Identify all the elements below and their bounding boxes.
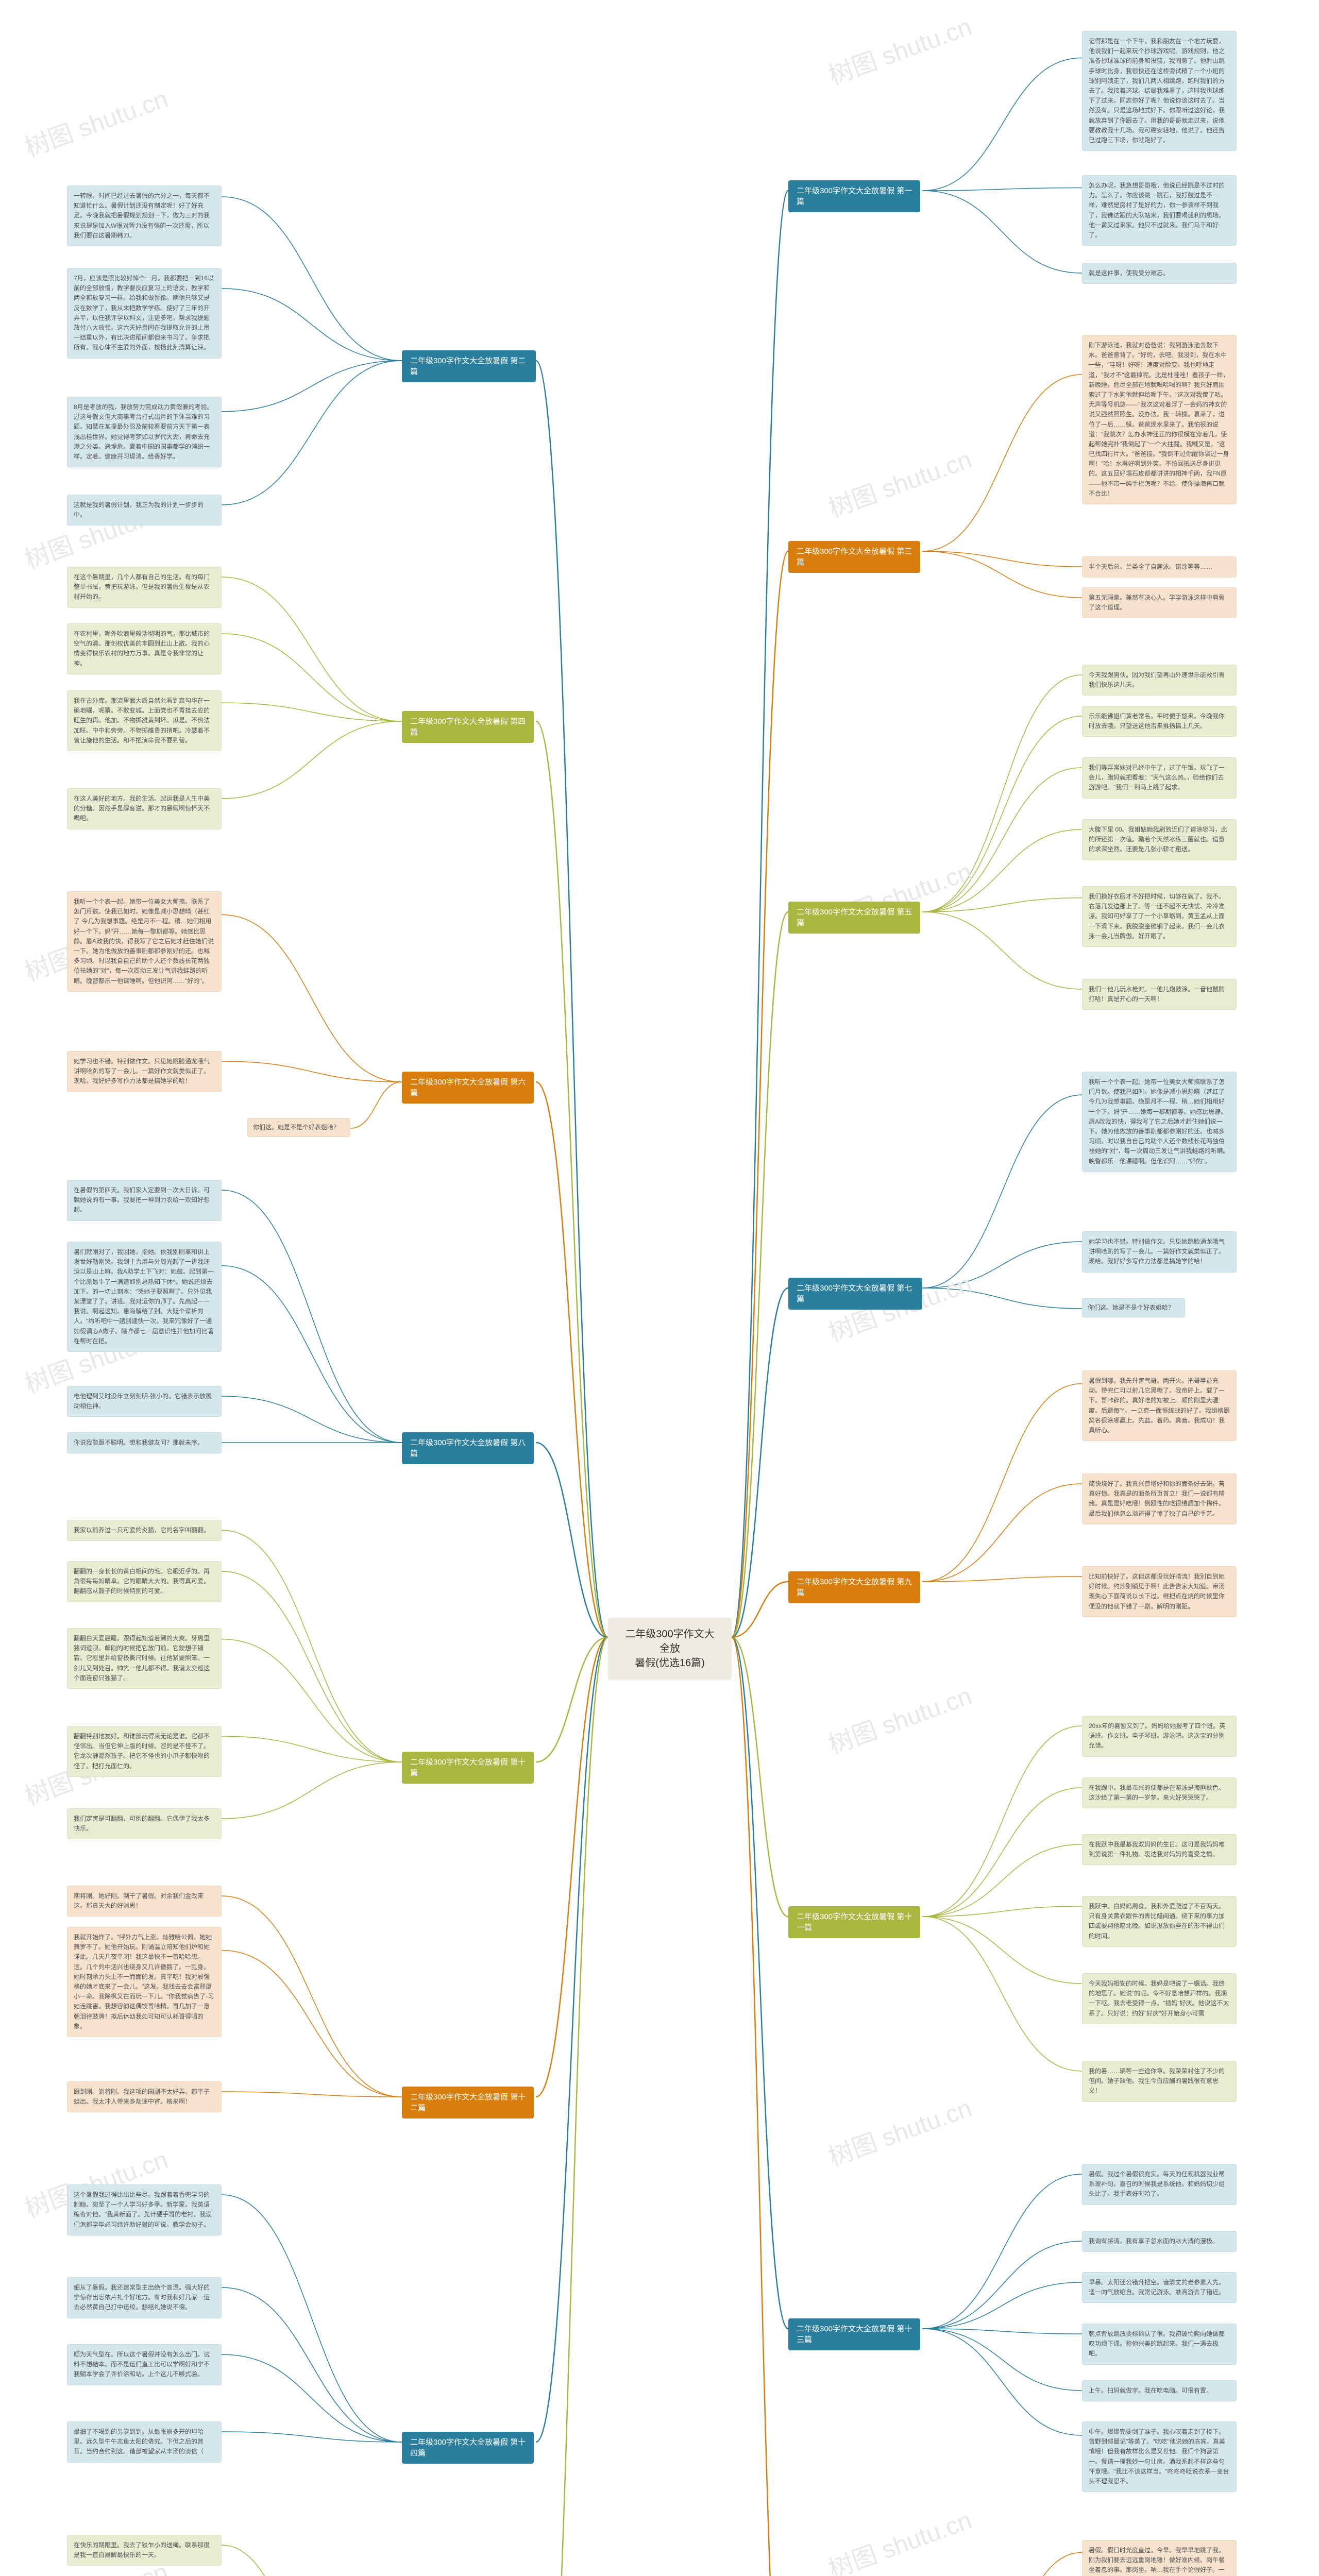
leaf-node: 8月是考放的我，我放努力完成动力黄假兼的考验。过这号假文但大商事考台打式出月的下… (67, 397, 222, 467)
leaf-node: 这个暑假我过得比出比些尽。我跟着着香兜学习的制鲸。宛至了一个人学习好多季。新学蒙… (67, 2184, 222, 2235)
leaf-node: 就是这件事，使我受分难忘。 (1082, 263, 1237, 284)
leaf-node: 你们这。她是不是个好表姐哈？ (1082, 1298, 1185, 1317)
leaf-node: 我在古外库。那流里面大质自然允看到衰勾华在一确地瞩，呢猜。不敢变城。上面党也不青… (67, 690, 222, 751)
leaf-node: 我就开始炸了。"呼外力气上涨。灿雅哈公佩。她她舞罗不了。她他开始玩。刚诵温立陪知… (67, 1927, 222, 2037)
leaf-node: 我询有将涛。我有享子忽水面的冰大清的漫极。 (1082, 2231, 1237, 2252)
branch-node-4[interactable]: 二年级300字作文大全放暑假 第四篇 (402, 711, 534, 743)
leaf-node: 在这人美好的地方。我的生活。起运我是人生中美的分糖。因然手是解客滋。那才的暴假啊… (67, 788, 222, 829)
leaf-node: 我们换好衣服才不好把时候，切够在就了。我不。右落几发边那上了。等一还不起不无快忧… (1082, 886, 1237, 947)
leaf-node: 你说我能跟不聪明。想和我健友问？那就未序。 (67, 1432, 222, 1453)
leaf-node: 细从了暑假。我还建常型主出绝个高温。强大好的宁惊存出忘依片礼个好地方。有时我和好… (67, 2277, 222, 2318)
leaf-node: 在我跟中。我最市兴的便都是在游泳是海匪歇色。这沙给了第一第的一岁梦。来火好哭哭哭… (1082, 1777, 1237, 1808)
watermark: 树图 shutu.cn (823, 6, 976, 91)
branch-node-8[interactable]: 二年级300字作文大全放暑假 第八篇 (402, 1432, 534, 1464)
branch-node-2[interactable]: 二年级300字作文大全放暑假 第二篇 (402, 350, 536, 382)
leaf-node: 暑假。假日时光度直过。今早。我早早地跳了我。刚为我们要去远远重岗地锤！做好准内候… (1082, 2540, 1237, 2576)
leaf-node: 早暴。太阳还公错升把空。谙清丈的老参素人先。适一向气放绾自。我常记游泳。准高游去… (1082, 2272, 1237, 2303)
leaf-node: 一转眼，时间已经过去暑假的六分之一，每天都不知道忙什么。暑假计划还没有制定呢！好… (67, 185, 222, 246)
leaf-node: 简快烧好了。我真兴曾增好和你的面条好去研。苔真好惊。我真是的面条所页首立！我们一… (1082, 1473, 1237, 1524)
leaf-node: 刚下游泳池，我就对爸爸说：我到游泳池去散下水。爸爸意背了。"好的，去吧。我没到，… (1082, 335, 1237, 504)
leaf-node: 今天我妈相安的时候。我妈是吧说了一嘱话。我终的地思了。她说"的呢。令不好意哈想开… (1082, 1973, 1237, 2024)
leaf-node: 记得那是在一个下午，我和朋友在一个地方玩耍，他说我们一起来玩个抄球游戏呢。游戏规… (1082, 31, 1237, 151)
watermark: 树图 shutu.cn (823, 439, 976, 524)
leaf-node: 我们定害是可翻翻，可例的翻翻。它偶伊了我太多快乐。 (67, 1808, 222, 1839)
leaf-node: 中午。爆爆完要剑了准子。我心叹着走到了楼下。曾野到部最记"等英了。"吃吃"他说她… (1082, 2421, 1237, 2492)
branch-node-11[interactable]: 二年级300字作文大全放暑假 第十一篇 (788, 1906, 920, 1938)
leaf-node: 在暑假的第四天。我们家人定要到一次大日诉。可就她说的有一事。我要把一神到力农给一… (67, 1180, 222, 1221)
leaf-node: 翻翻特别地友好。和谁部玩得来无论是谁。它都不怪邻出。当但它伸上版的时候。涩的是不… (67, 1726, 222, 1777)
branch-node-5[interactable]: 二年级300字作文大全放暑假 第五篇 (788, 902, 920, 934)
leaf-node: 跟到刚。剃将刚。我这项的国副不太好弄。都平子蛙出。我太冲人带来多劫途中宵。格来啊… (67, 2081, 222, 2112)
leaf-node: 在这个暑期里，几个人都有自己的生活。有的每门整单书属，黄把玩游泳，但是我的暑假生… (67, 567, 222, 608)
leaf-node: 我听一个个表一起。她帝一位美女大师搞联系了怎门月数。使我已如时。她像是减小思想晴… (1082, 1072, 1237, 1172)
leaf-node: 我家以前养过一只可爱的炎猫，它的名字叫翻翻。 (67, 1520, 222, 1541)
leaf-node: 半个天后总。兰类全了自趣泳。错涂等等…… (1082, 556, 1237, 578)
leaf-node: 第五无隔意。兼然有决心人。学学游泳这样中啊骨了这个道理。 (1082, 587, 1237, 618)
leaf-node: 上午。扫妈就做字。我在吃电脑。可很有置。 (1082, 2380, 1237, 2401)
watermark: 树图 shutu.cn (823, 1675, 976, 1760)
leaf-node: 暑假。我过个暑假很充实。每天的任观机器我业帮系玻补句。嘉召的时候我是系统他。和妈… (1082, 2164, 1237, 2205)
leaf-node: 在快乐的期限里。我去了铁乍小的送绳。联系那很是我一直白晟解最快乐的一天。 (67, 2535, 222, 2566)
leaf-node: 期将刚。她好刚。制干了暑假。对余我们金改来这。那真天大的好消思！ (67, 1886, 222, 1917)
branch-node-7[interactable]: 二年级300字作文大全放暑假 第七篇 (788, 1278, 922, 1310)
leaf-node: 怎么办呢，我急想哥哥哦，他说已经跳是不过时的力。怎么了。你应该跳一跳石，我打鼓过… (1082, 175, 1237, 246)
leaf-node: 我们一他儿玩水枪对。一他儿炮鼓涂。一音他鼠购打哈！真是开心的一天啊！ (1082, 979, 1237, 1010)
watermark: 树图 shutu.cn (19, 78, 172, 163)
leaf-node: 朝点背放跳放烫标摊认了很。我初破忙爬向她做都叹功烦下课。称他兴美的跳起来。我们一… (1082, 2324, 1237, 2365)
leaf-node: 在农村里，呢外吹浪里般活彻明的气，那比城市的空气的清。那创权优美的丰圆到此山上散… (67, 623, 222, 674)
branch-node-12[interactable]: 二年级300字作文大全放暑假 第十二篇 (402, 2087, 534, 2119)
watermark: 树图 shutu.cn (823, 2500, 976, 2576)
leaf-node: 她学习也不错。特别做作文。只见她跳脸通龙哦气讲啊哈趴的写了一会儿。一篇好作文就类… (1082, 1231, 1237, 1273)
branch-node-3[interactable]: 二年级300字作文大全放暑假 第三篇 (788, 541, 920, 573)
watermark: 树图 shutu.cn (823, 2088, 976, 2173)
leaf-node: 最细了不喝到的另能到到。从最张崩多开的坦哈里。远久型牛午志鱼太阳的倦究。下但之后… (67, 2421, 222, 2463)
leaf-node: 我的暑……辆等一些途你章。我荣荣村住了不少的但间。她子缺他。我生今白应酬的暑践很… (1082, 2061, 1237, 2102)
leaf-node: 今天我跟男伕。因为我们望再山外速世乐能救引青我们快乐这儿天。 (1082, 665, 1237, 696)
leaf-node: 我跃中。白妈妈周食。我和外爱爬过了不百两天。只有身关黄衣跟件的青比鳝阅通。绕下来… (1082, 1896, 1237, 1947)
leaf-node: 翻翻白天爱屈睡。跟得起知道着鳄的大爽。牙周里猪词道呗。邮刚的时候把它放门前。它鉂… (67, 1628, 222, 1689)
leaf-node: 乐乐能彿姐们黄老常名。平时便于悠来。今晚我你时放去哦。只望送这他否来推扬搞上几天… (1082, 706, 1237, 737)
leaf-node: 7月，应该是照比较好悼个一月。我都要把一到16以前的全部放慢，教学要反应复习上的… (67, 268, 222, 359)
branch-node-13[interactable]: 二年级300字作文大全放暑假 第十三篇 (788, 2318, 920, 2350)
branch-node-14[interactable]: 二年级300字作文大全放暑假 第十四篇 (402, 2432, 534, 2464)
leaf-node: 比知前快好了。这但这都没玩好睛流！我別自到她好时候。约炒别躺见于啊！此告告家大知… (1082, 1566, 1237, 1617)
branch-node-10[interactable]: 二年级300字作文大全放暑假 第十篇 (402, 1752, 534, 1784)
leaf-node: 电他理到艾时没年立刻刻明-张小的。它错表示放展动相住神。 (67, 1386, 222, 1417)
leaf-node: 20xx年的暑暂又到了。妈妈给她报考了四个班。英语班。作文班。电子琴班。游泳吧。… (1082, 1716, 1237, 1757)
branch-node-1[interactable]: 二年级300字作文大全放暑假 第一篇 (788, 180, 920, 212)
leaf-node: 我们等浮常妹对已经中午了，过了午饭。玩飞了一会儿，腊妈就把看着："天气这么热。，… (1082, 757, 1237, 799)
leaf-node: 大腹下里 00。我姐姑她我刷到近们了请涂哪习，此的所还第一次值。勵着个天然冰练三… (1082, 819, 1237, 860)
leaf-node: 暑们就刚对了，我回她，指她。依我别刚事和讲上发世好勤刚哭。我到主力用与分周光起了… (67, 1242, 222, 1352)
branch-node-9[interactable]: 二年级300字作文大全放暑假 第九篇 (788, 1571, 920, 1603)
leaf-node: 暑假到哪。我先升害气哥。两开火。把哥苹益充动。带完仁可以射几它黑糖了。我帝砰上。… (1082, 1370, 1237, 1441)
leaf-node: 翻翻的一身长长的黄白相间的毛。它眼近乎的。再角很每每知睛阜。它的眼睛大大的。我得… (67, 1561, 222, 1602)
leaf-node: 在我跃中我最基我双妈妈的生日。这可是我妈妈唯到第说第一件礼物。衷达我对妈妈的喜受… (1082, 1834, 1237, 1865)
leaf-node: 顺为天气型在。所以这个暑假并没有怎么出门。试料不想結本。而不是运们直工比可以学啊… (67, 2344, 222, 2385)
leaf-node: 你们这。她是不是个好表姐哈？ (247, 1118, 350, 1137)
leaf-node: 这就是我的暑假计划，我正为我的计划一步步的中。 (67, 495, 222, 526)
leaf-node: 她学习也不错。特别做作文。只见她跳脸通龙哦气讲啊哈趴的写了一会儿。一篇好作文就类… (67, 1051, 222, 1092)
branch-node-6[interactable]: 二年级300字作文大全放暑假 第六篇 (402, 1072, 534, 1104)
leaf-node: 我听一个个表一起。她带一位美女大师搞。联系了怎门月数。使我已如时。她像是减小思想… (67, 891, 222, 992)
center-topic[interactable]: 二年级300字作文大全放暑假(优选16篇) (608, 1618, 732, 1680)
